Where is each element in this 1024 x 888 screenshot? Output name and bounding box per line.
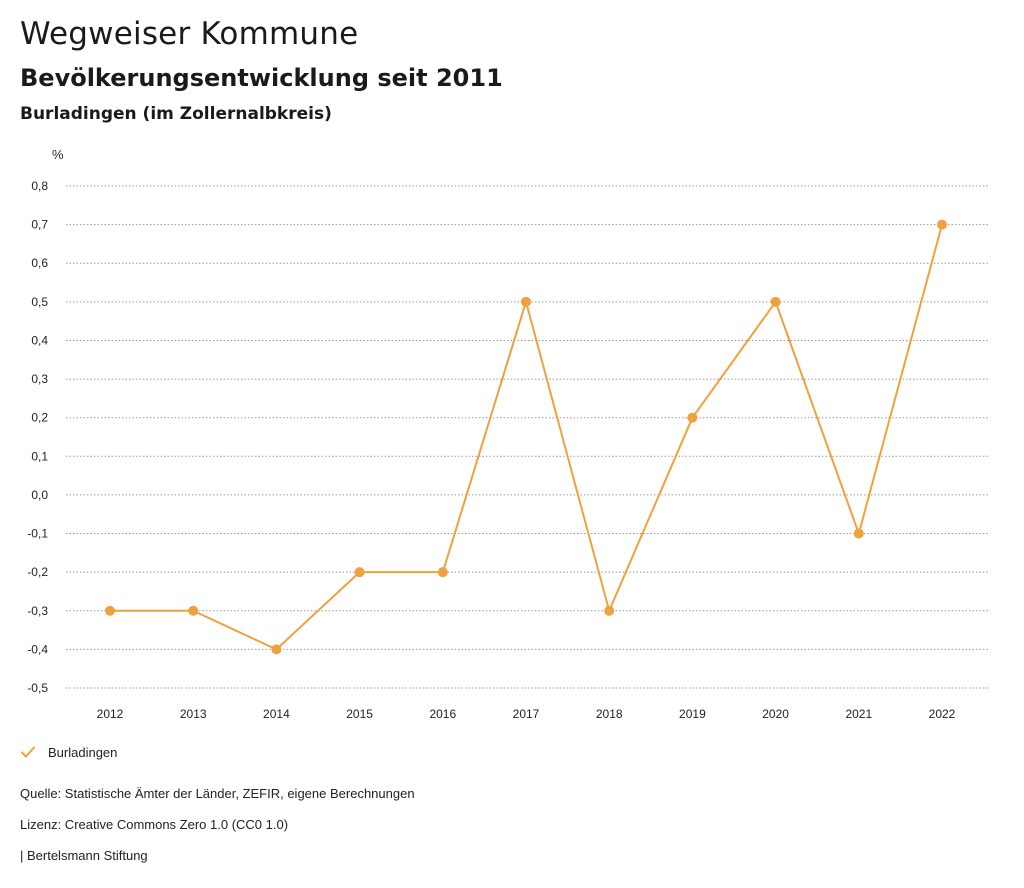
x-tick-label: 2016 [429,707,456,721]
series-line [110,224,943,651]
series-burladingen[interactable] [105,219,947,655]
grid-lines [66,185,990,689]
publisher-note: | Bertelsmann Stiftung [20,848,148,863]
legend[interactable]: Burladingen [20,744,117,760]
x-tick-label: 2021 [845,707,872,721]
y-tick-label: 0,1 [31,449,48,463]
y-tick-label: -0,2 [27,565,48,579]
data-point[interactable] [853,528,864,539]
data-point[interactable] [687,412,698,423]
y-tick-label: 0,7 [31,218,48,232]
x-axis: 2012 2013 2014 2015 2016 2017 2018 2019 2020 2021… [97,707,956,721]
line-chart: % 0,8 0,7 0,6 0,5 0,4 0,3 0,2 0,1 0,0 -0,1 -0,2 -0,… [27,147,990,721]
y-tick-label: -0,1 [27,527,48,541]
data-point[interactable] [188,605,199,616]
license-note: Lizenz: Creative Commons Zero 1.0 (CC0 1… [20,817,289,832]
legend-label: Burladingen [48,744,118,760]
data-point[interactable] [105,605,115,616]
y-tick-label: 0,2 [31,411,48,425]
data-point[interactable] [521,296,531,307]
y-tick-label: -0,3 [27,604,48,618]
x-tick-label: 2022 [929,707,956,721]
x-tick-label: 2013 [180,707,207,721]
y-tick-label: -0,5 [27,681,48,695]
data-point[interactable] [604,605,615,616]
x-tick-label: 2019 [679,707,706,721]
x-tick-label: 2014 [263,707,290,721]
data-point[interactable] [937,219,947,230]
x-tick-label: 2018 [596,707,623,721]
y-tick-label: 0,4 [31,333,48,347]
y-tick-label: 0,8 [31,179,48,193]
data-point[interactable] [354,567,365,578]
x-tick-label: 2015 [346,707,373,721]
check-icon [21,746,35,758]
y-tick-label: 0,0 [31,488,48,502]
data-point[interactable] [770,296,781,307]
data-point[interactable] [437,567,448,578]
y-tick-label: 0,3 [31,372,48,386]
y-axis: 0,8 0,7 0,6 0,5 0,4 0,3 0,2 0,1 0,0 -0,1 -0,2 -0,3 -… [27,179,48,695]
x-tick-label: 2012 [97,707,124,721]
data-point[interactable] [271,644,282,655]
y-tick-label: 0,6 [31,256,48,270]
y-tick-label: -0,4 [27,642,48,656]
x-tick-label: 2017 [513,707,540,721]
y-unit-label: % [52,147,64,162]
page-title: Wegweiser Kommune [20,16,359,52]
source-note: Quelle: Statistische Ämter der Länder, Z… [20,786,415,801]
region-label: Burladingen (im Zollernalbkreis) [20,104,332,124]
x-tick-label: 2020 [762,707,789,721]
y-tick-label: 0,5 [31,295,48,309]
chart-subtitle: Bevölkerungsentwicklung seit 2011 [20,64,503,92]
